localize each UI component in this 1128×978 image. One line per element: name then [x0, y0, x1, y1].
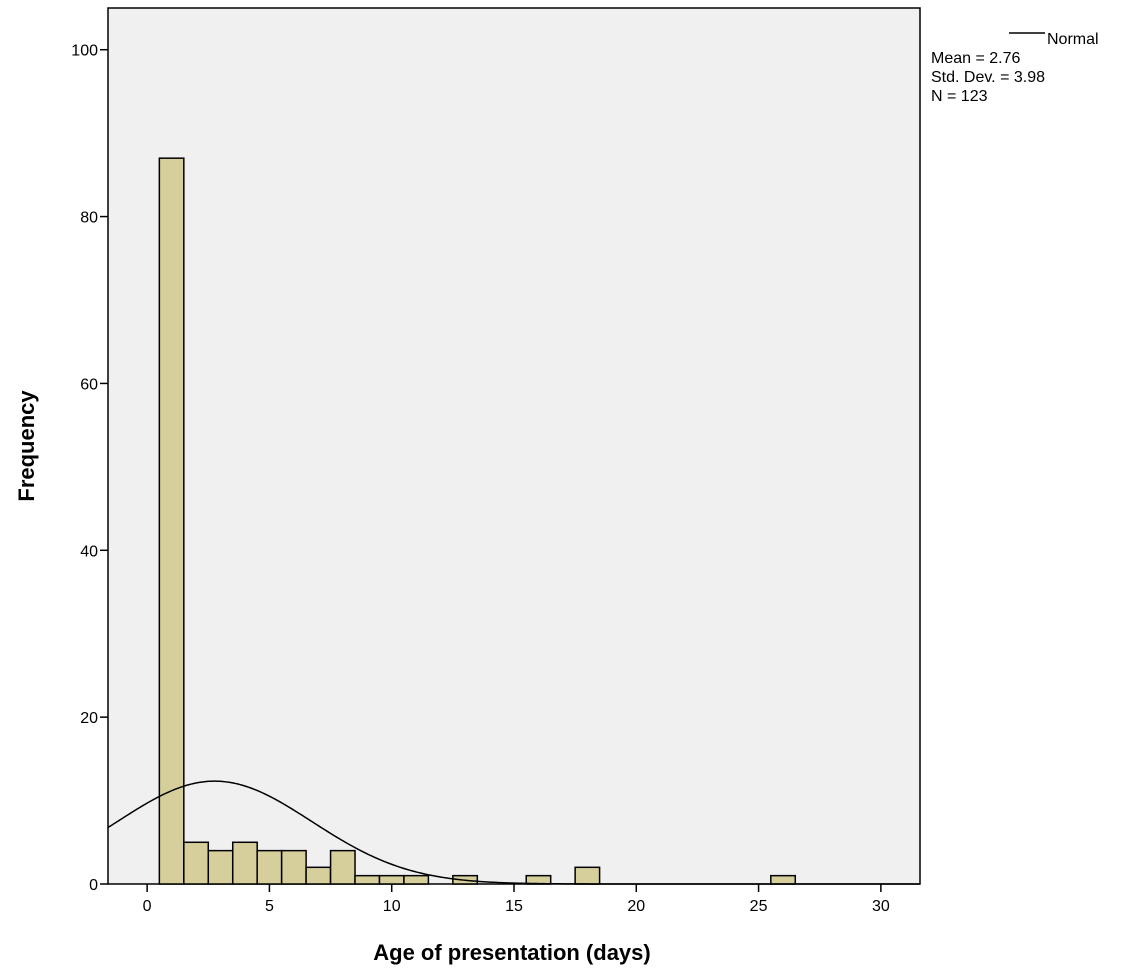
legend-std-dev: Std. Dev. = 3.98 — [931, 69, 1045, 86]
x-tick-label: 25 — [750, 898, 768, 915]
histogram-bar — [305, 866, 332, 885]
plot-area — [107, 7, 921, 885]
legend-line-label: Normal — [1047, 31, 1099, 48]
x-tick-label: 10 — [383, 898, 401, 915]
x-tick-label: 20 — [627, 898, 645, 915]
y-axis: 0 20 40 60 80 100 — [71, 43, 108, 894]
legend-mean: Mean = 2.76 — [931, 50, 1021, 67]
histogram-bar — [280, 849, 307, 885]
histogram-bar — [183, 841, 210, 885]
histogram-bar — [329, 849, 356, 885]
y-tick-label: 20 — [80, 710, 98, 727]
histogram-bar — [354, 874, 381, 885]
histogram-bar — [256, 849, 283, 885]
y-tick-label: 0 — [89, 877, 98, 894]
histogram-bar — [231, 841, 258, 885]
legend-n: N = 123 — [931, 88, 988, 105]
histogram-bars — [158, 157, 797, 885]
x-tick-label: 15 — [505, 898, 523, 915]
legend: Normal Mean = 2.76 Std. Dev. = 3.98 N = … — [931, 31, 1099, 105]
y-tick-label: 40 — [80, 543, 98, 560]
histogram-bar — [207, 849, 234, 885]
x-tick-label: 5 — [265, 898, 274, 915]
y-tick-label: 80 — [80, 210, 98, 227]
histogram-bar — [158, 157, 185, 885]
histogram-bar — [378, 874, 405, 885]
y-axis-title: Frequency — [14, 390, 39, 502]
x-tick-label: 30 — [872, 898, 890, 915]
x-axis-title: Age of presentation (days) — [373, 940, 650, 965]
normal-curve — [107, 780, 920, 885]
histogram-bar — [574, 866, 601, 885]
x-axis: 0 5 10 15 20 25 30 — [143, 884, 890, 915]
y-tick-label: 100 — [71, 43, 98, 60]
x-tick-label: 0 — [143, 898, 152, 915]
histogram-bar — [403, 874, 430, 885]
y-tick-label: 60 — [80, 376, 98, 393]
histogram-bar — [770, 874, 797, 885]
